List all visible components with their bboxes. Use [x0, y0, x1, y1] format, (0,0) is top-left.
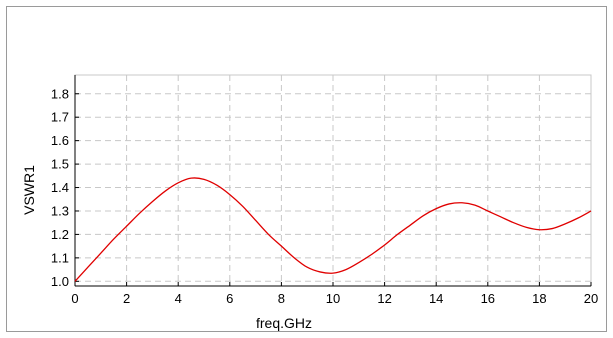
x-tick-label: 6 — [226, 291, 233, 306]
y-tick-label: 1.4 — [51, 180, 69, 195]
x-tick-label: 14 — [429, 291, 443, 306]
x-tick-label: 10 — [326, 291, 340, 306]
y-tick-label: 1.1 — [51, 250, 69, 265]
grid-lines — [75, 75, 591, 286]
y-tick-label: 1.7 — [51, 110, 69, 125]
x-tick-label: 4 — [175, 291, 182, 306]
y-tick-label: 1.5 — [51, 157, 69, 172]
x-tick-label: 20 — [584, 291, 598, 306]
x-axis-label: freq.GHz — [256, 315, 312, 331]
x-tick-label: 18 — [532, 291, 546, 306]
y-tick-label: 1.8 — [51, 86, 69, 101]
x-tick-label: 2 — [123, 291, 130, 306]
y-tick-label: 1.2 — [51, 227, 69, 242]
x-tick-label: 16 — [481, 291, 495, 306]
y-tick-label: 1.0 — [51, 274, 69, 289]
x-tick-labels: 0 2 4 6 8 10 12 14 16 18 20 — [71, 291, 598, 306]
series-line-vswr1 — [74, 177, 592, 282]
x-tick-label: 8 — [278, 291, 285, 306]
x-tick-label: 0 — [71, 291, 78, 306]
x-tick-label: 12 — [377, 291, 391, 306]
y-tick-label: 1.6 — [51, 133, 69, 148]
y-tick-labels: 1.0 1.1 1.2 1.3 1.4 1.5 1.6 1.7 1.8 — [51, 86, 69, 289]
y-axis-label: VSWR1 — [21, 165, 37, 215]
y-tick-label: 1.3 — [51, 203, 69, 218]
series-group — [74, 177, 592, 282]
